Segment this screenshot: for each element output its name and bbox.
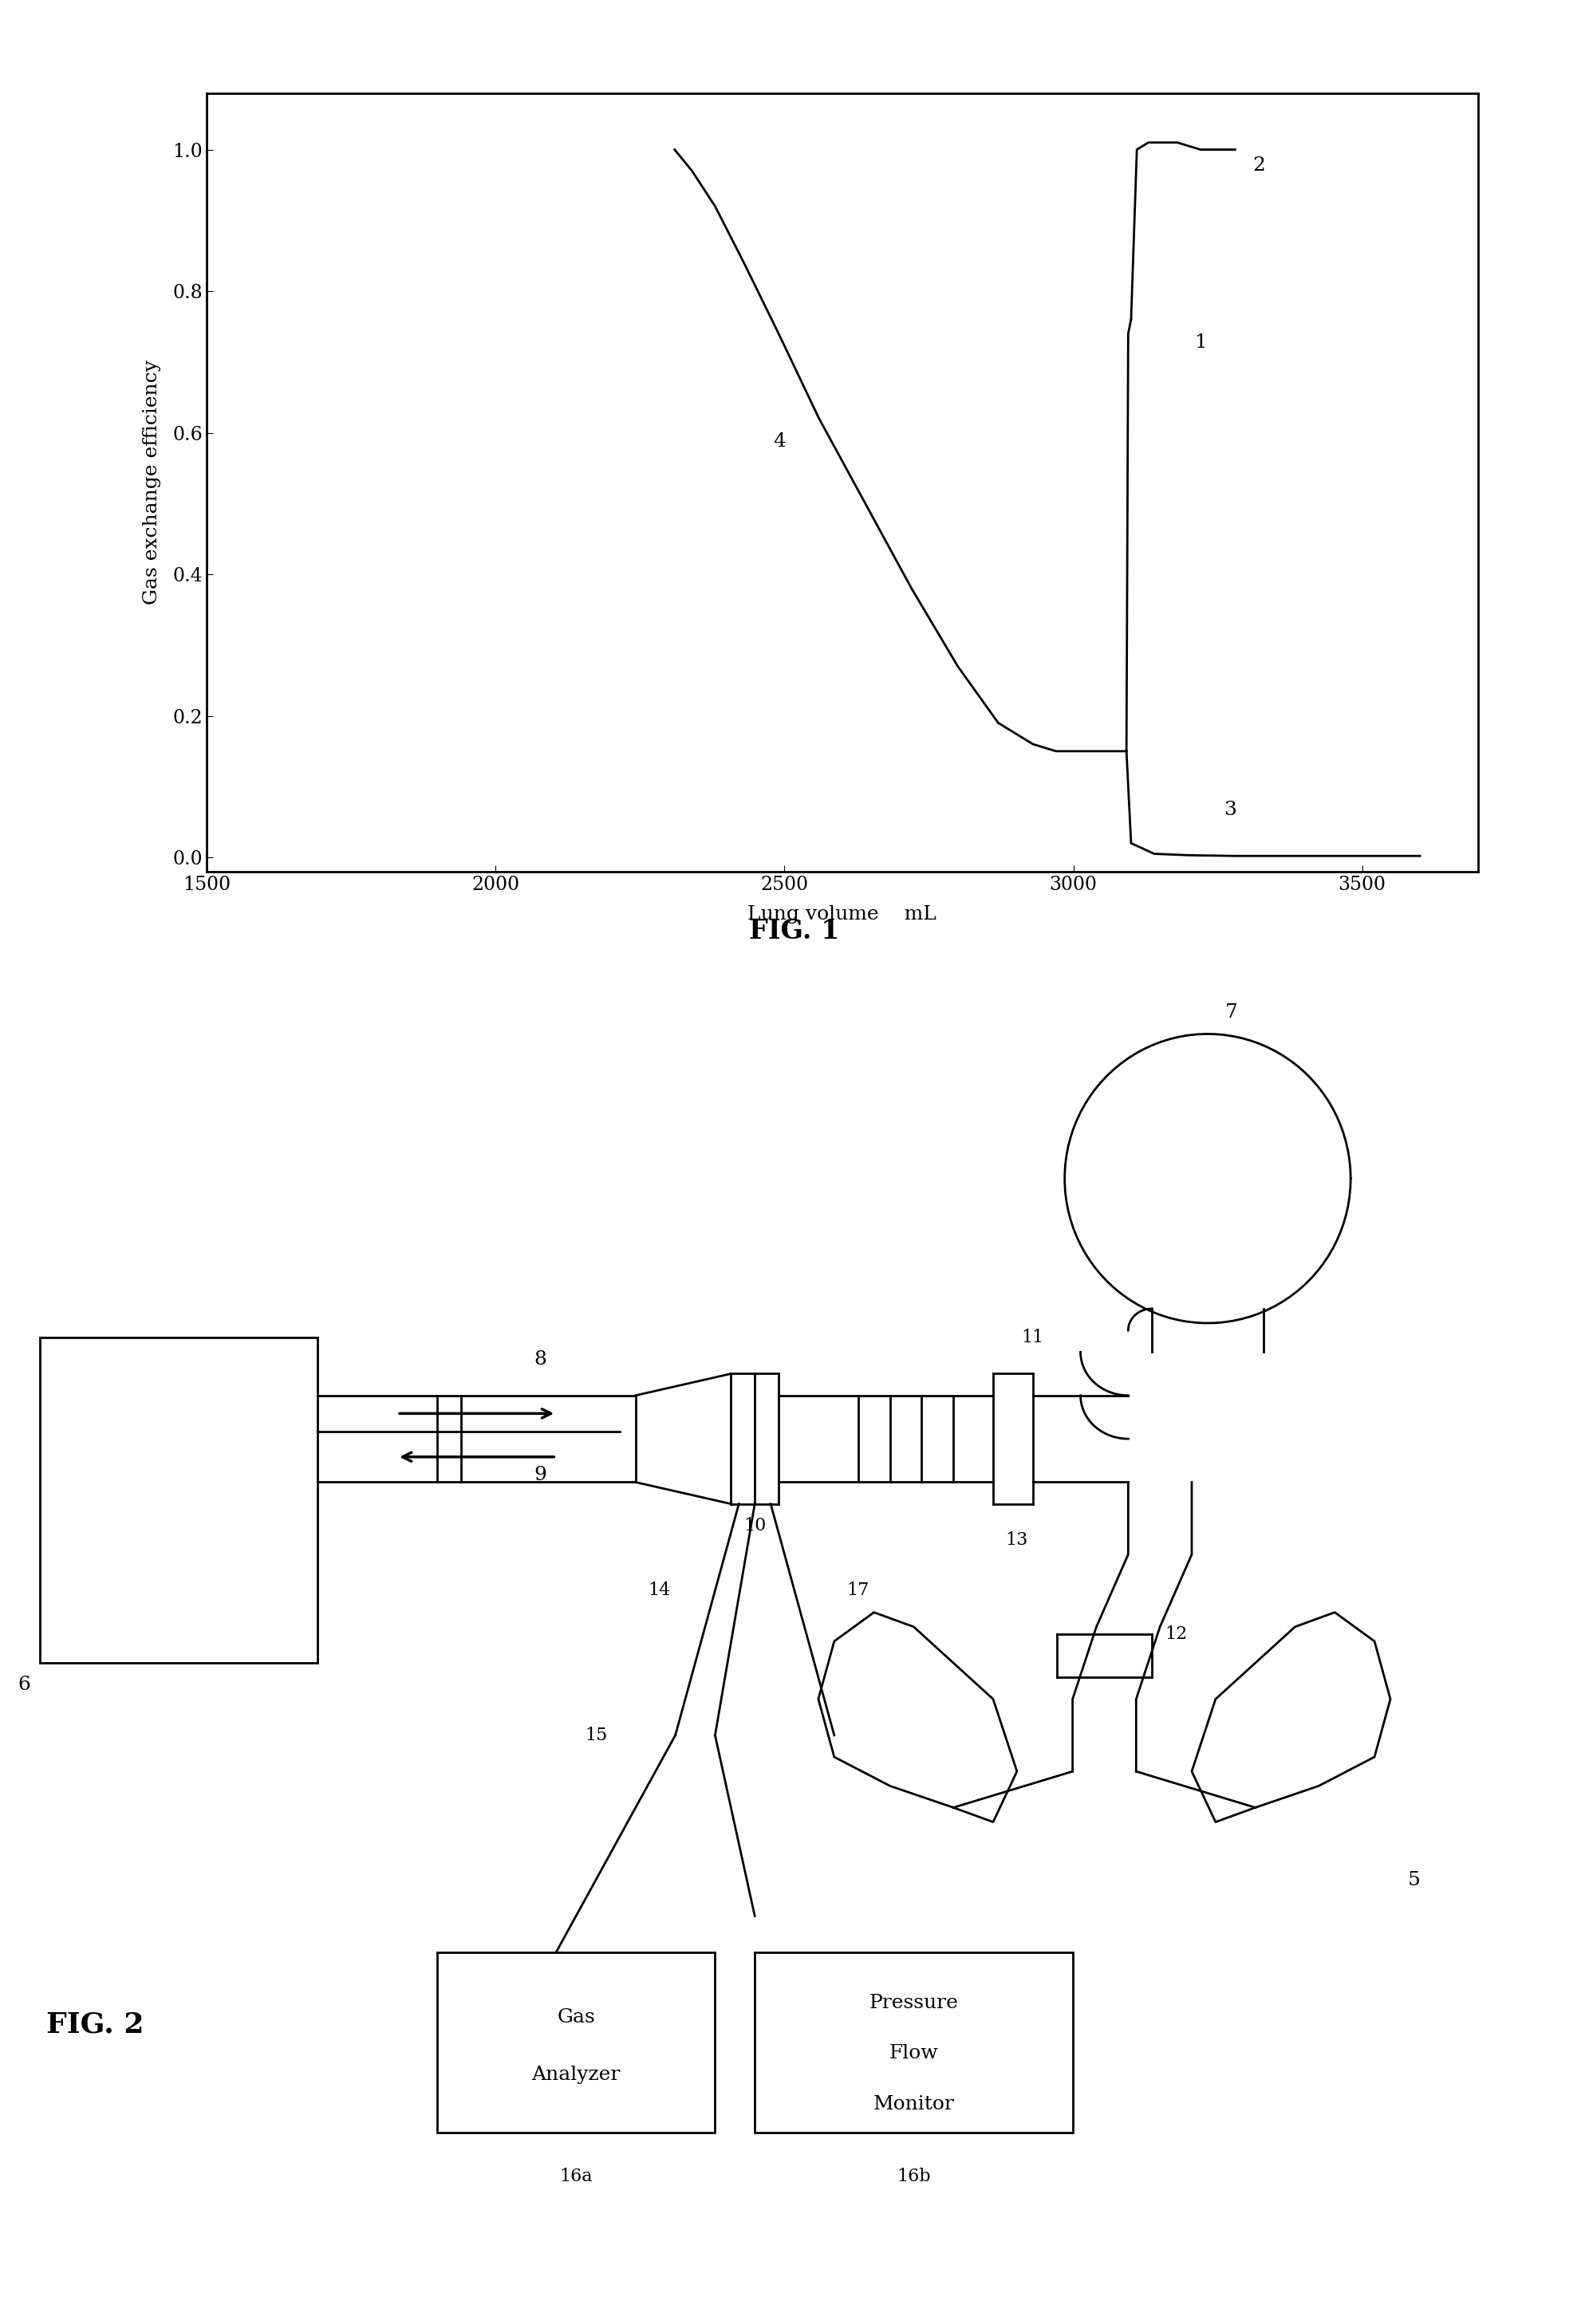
Text: 8: 8: [534, 1350, 547, 1369]
Text: Monitor: Monitor: [872, 2094, 955, 2113]
Text: 4: 4: [772, 432, 785, 451]
Text: 9: 9: [534, 1466, 547, 1485]
Text: 11: 11: [1022, 1329, 1044, 1346]
Text: Pressure: Pressure: [869, 1994, 958, 2013]
Text: 17: 17: [847, 1583, 869, 1599]
Text: Gas: Gas: [558, 2008, 594, 2027]
Text: 16a: 16a: [559, 2168, 593, 2185]
Text: 16b: 16b: [896, 2168, 931, 2185]
Text: Flow: Flow: [890, 2045, 938, 2064]
FancyBboxPatch shape: [437, 1952, 715, 2133]
Text: 15: 15: [585, 1727, 607, 1743]
Text: 12: 12: [1165, 1624, 1187, 1643]
Text: 2: 2: [1252, 156, 1265, 174]
Text: 7: 7: [1225, 1004, 1238, 1023]
Text: 10: 10: [744, 1518, 766, 1534]
X-axis label: Lung volume    mL: Lung volume mL: [748, 904, 936, 923]
Y-axis label: Gas exchange efficiency: Gas exchange efficiency: [143, 360, 162, 604]
FancyBboxPatch shape: [755, 1952, 1073, 2133]
Text: 1: 1: [1195, 332, 1208, 351]
Text: 13: 13: [1006, 1532, 1028, 1548]
Text: 6: 6: [17, 1676, 30, 1694]
Text: FIG. 2: FIG. 2: [46, 2010, 145, 2038]
Text: 3: 3: [1224, 799, 1236, 818]
FancyBboxPatch shape: [40, 1339, 318, 1664]
Text: Analyzer: Analyzer: [532, 2066, 620, 2085]
Text: 14: 14: [648, 1583, 671, 1599]
Text: FIG. 1: FIG. 1: [750, 918, 839, 944]
Text: 5: 5: [1408, 1871, 1421, 1889]
